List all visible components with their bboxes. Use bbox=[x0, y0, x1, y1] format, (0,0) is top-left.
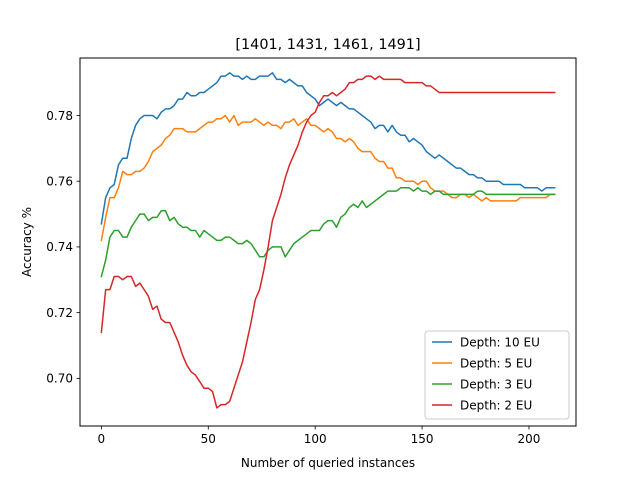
series-line-0 bbox=[100, 72, 556, 225]
y-tick-label-1: 0.72 bbox=[46, 306, 73, 320]
legend-label-2: Depth: 3 EU bbox=[460, 377, 532, 391]
x-tick-label-0: 0 bbox=[98, 432, 106, 446]
x-tick-label-4: 200 bbox=[518, 432, 541, 446]
legend-label-3: Depth: 2 EU bbox=[460, 398, 532, 412]
chart-title: [1401, 1431, 1461, 1491] bbox=[235, 37, 420, 53]
x-tick-label-1: 50 bbox=[201, 432, 216, 446]
y-tick-label-3: 0.76 bbox=[46, 175, 73, 189]
x-axis-ticks: 0 50 100 150 200 bbox=[98, 426, 541, 446]
x-tick-label-2: 100 bbox=[304, 432, 327, 446]
legend: Depth: 10 EU Depth: 5 EU Depth: 3 EU Depth:… bbox=[424, 330, 570, 420]
y-axis-label: Accuracy % bbox=[20, 207, 34, 277]
series-line-3 bbox=[100, 75, 556, 409]
y-tick-label-0: 0.70 bbox=[46, 372, 73, 386]
y-axis-ticks: 0.70 0.72 0.74 0.76 0.78 bbox=[46, 109, 80, 386]
plot-area bbox=[79, 57, 577, 427]
axes-frame bbox=[79, 57, 577, 427]
legend-label-1: Depth: 5 EU bbox=[460, 356, 532, 370]
legend-box bbox=[424, 330, 570, 420]
legend-label-0: Depth: 10 EU bbox=[460, 335, 540, 349]
x-axis-label: Number of queried instances bbox=[241, 456, 415, 470]
series-line-2 bbox=[100, 187, 556, 278]
x-tick-label-3: 150 bbox=[411, 432, 434, 446]
series-layer bbox=[100, 72, 556, 409]
y-tick-label-4: 0.78 bbox=[46, 109, 73, 123]
series-line-1 bbox=[100, 114, 556, 242]
y-tick-label-2: 0.74 bbox=[46, 240, 73, 254]
